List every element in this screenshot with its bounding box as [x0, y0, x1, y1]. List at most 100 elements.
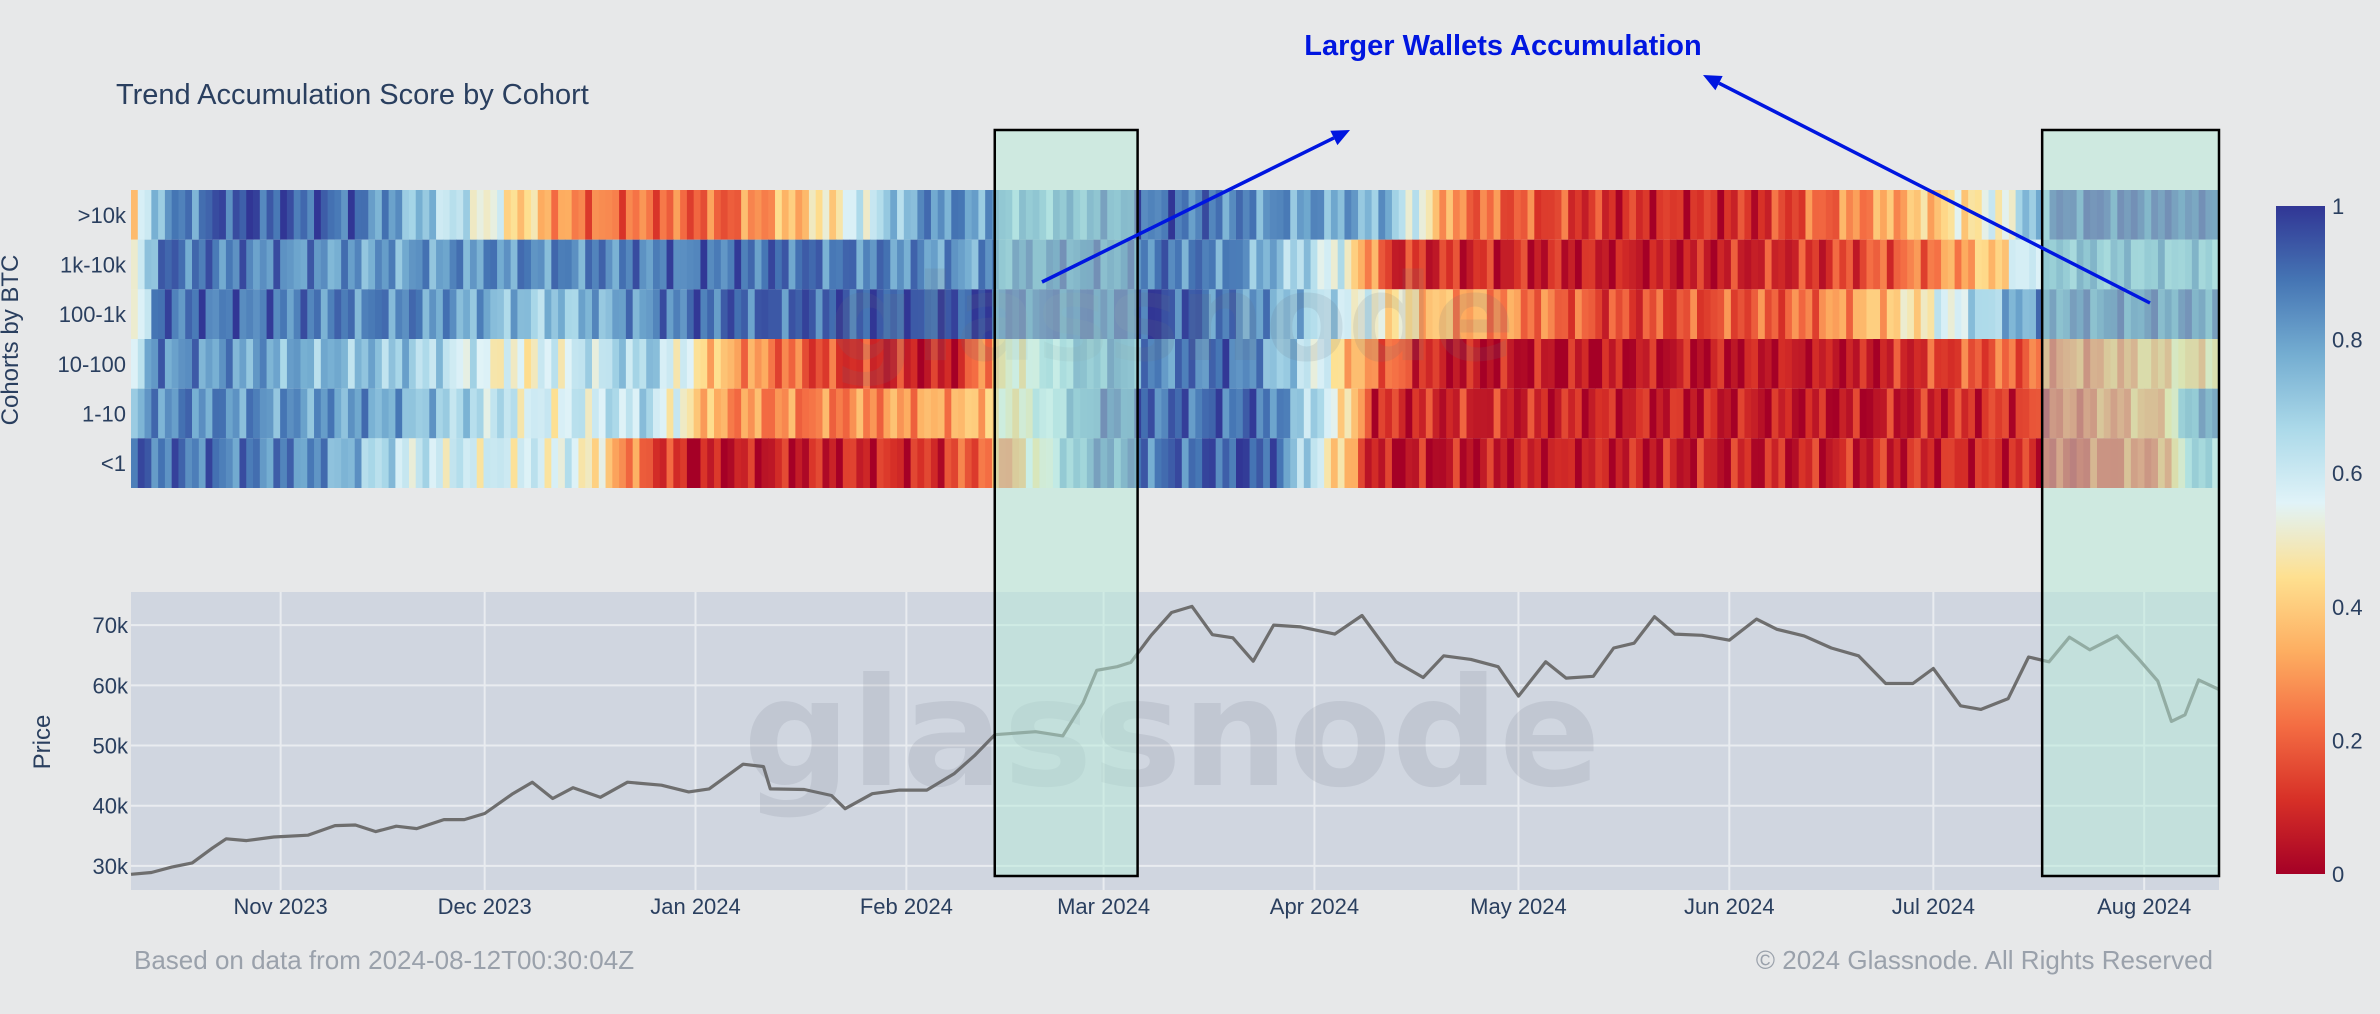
heatmap-cell [842, 289, 851, 339]
price-y-tick-label: 50k [93, 734, 129, 759]
heatmap-cell [1615, 339, 1624, 389]
heatmap-cell [212, 239, 220, 290]
heatmap-cell [1208, 289, 1217, 339]
heatmap-cell [551, 388, 559, 439]
heatmap-cell [192, 289, 200, 339]
heatmap-cell [591, 239, 600, 290]
heatmap-cell [314, 438, 322, 488]
heatmap-cell [971, 239, 979, 290]
heatmap-cell [1988, 190, 1996, 240]
heatmap-cell [1588, 289, 1596, 339]
heatmap-cell [1432, 190, 1440, 240]
heatmap-cell [849, 190, 857, 240]
heatmap-cell [1954, 438, 1962, 488]
heatmap-cell [1805, 339, 1813, 389]
heatmap-cell [1629, 438, 1637, 488]
heatmap-cell [259, 190, 268, 240]
heatmap-cell [944, 339, 952, 389]
heatmap-cell [1480, 388, 1488, 439]
heatmap-cell [775, 190, 783, 240]
price-y-tick-label: 30k [93, 854, 129, 879]
heatmap-cell [185, 239, 193, 290]
heatmap-cell [341, 339, 349, 389]
heatmap-cell [1378, 239, 1386, 290]
heatmap-cell [1561, 239, 1569, 290]
heatmap-cell [334, 339, 342, 389]
heatmap-cell [1683, 339, 1691, 389]
heatmap-cell [1534, 239, 1542, 290]
heatmap-cell [842, 438, 851, 488]
heatmap-cell [137, 339, 146, 389]
heatmap-cell [1805, 388, 1813, 439]
heatmap-cell [239, 388, 247, 439]
heatmap-cell [1310, 289, 1318, 339]
heatmap-cell [1527, 239, 1535, 290]
heatmap-cell [1981, 190, 1990, 240]
heatmap-cell [456, 438, 464, 488]
heatmap-cell [347, 388, 356, 439]
heatmap-cell [1493, 438, 1501, 488]
heatmap-cell [1297, 438, 1305, 488]
heatmap-cell [1276, 190, 1285, 240]
heatmap-cell [1236, 289, 1244, 339]
heatmap-cell [1771, 239, 1779, 290]
heatmap-cell [1446, 388, 1454, 439]
heatmap-cell [666, 339, 674, 389]
heatmap-cell [1947, 239, 1956, 290]
heatmap-cell [395, 388, 403, 439]
heatmap-cell [558, 239, 566, 290]
heatmap-cell [781, 339, 790, 389]
heatmap-cell [1669, 190, 1678, 240]
heatmap-cell [693, 438, 702, 488]
heatmap-cell [1222, 239, 1230, 290]
heatmap-cell [1907, 239, 1915, 290]
heatmap-cell [1256, 289, 1264, 339]
highlight-box [993, 128, 1139, 878]
heatmap-cell [300, 190, 308, 240]
heatmap-cell [395, 438, 403, 488]
heatmap-cell [131, 289, 139, 339]
heatmap-cell [1676, 190, 1685, 240]
heatmap-cell [1764, 239, 1773, 290]
heatmap-cell [727, 190, 735, 240]
heatmap-cell [408, 438, 417, 488]
heatmap-cell [1547, 289, 1556, 339]
heatmap-cell [1229, 339, 1237, 389]
heatmap-cell [883, 339, 891, 389]
heatmap-cell [2022, 388, 2030, 439]
highlight-boxes [993, 128, 2221, 878]
heatmap-cell [564, 339, 573, 389]
heatmap-cell [1893, 388, 1901, 439]
heatmap-cell [1337, 438, 1346, 488]
heatmap-cell [1941, 388, 1949, 439]
price-x-tick-label: Apr 2024 [1270, 894, 1359, 919]
heatmap-cell [1724, 289, 1732, 339]
heatmap-cell [1798, 438, 1807, 488]
heatmap-cell [253, 339, 261, 389]
heatmap-cell [408, 239, 417, 290]
heatmap-cell [822, 289, 830, 339]
heatmap-cell [1330, 339, 1339, 389]
heatmap-cell [2002, 239, 2010, 290]
heatmap-cell [1961, 239, 1969, 290]
heatmap-cell [815, 339, 824, 389]
heatmap-cell [1656, 190, 1664, 240]
heatmap-cell [1297, 289, 1305, 339]
heatmap-cell [1683, 388, 1691, 439]
heatmap-cell [903, 289, 912, 339]
heatmap-cell [591, 388, 600, 439]
heatmap-cell [1717, 289, 1725, 339]
heatmap-cell [612, 289, 620, 339]
heatmap-cell [280, 339, 288, 389]
heatmap-cell [958, 339, 966, 389]
heatmap-cell [219, 438, 227, 488]
heatmap-cell [1527, 438, 1535, 488]
annotation-arrow [1703, 75, 2151, 305]
heatmap-cell [415, 388, 424, 439]
heatmap-cell [1466, 190, 1474, 240]
heatmap-cell [558, 438, 566, 488]
annotation-label: Larger Wallets Accumulation [1304, 30, 1702, 62]
heatmap-cell [1968, 388, 1976, 439]
heatmap-cell [775, 388, 783, 439]
